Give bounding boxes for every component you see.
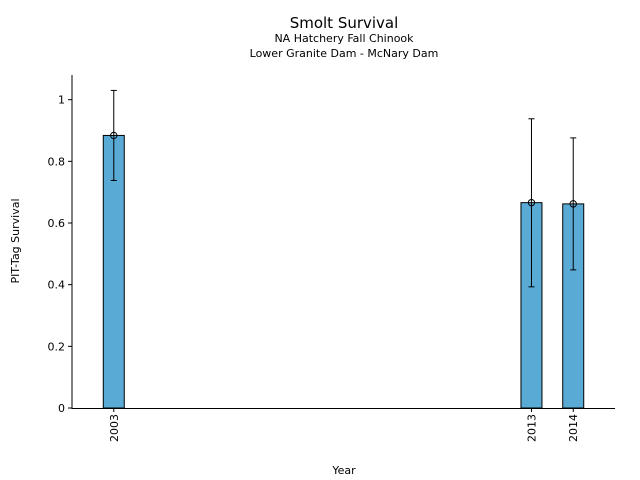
y-axis-label: PIT-Tag Survival [9, 198, 22, 283]
plot-area [102, 89, 585, 409]
x-tick-label: 2013 [525, 414, 538, 442]
point-marker [569, 200, 577, 208]
y-tick-label: 0 [58, 402, 65, 415]
chart-title: Smolt Survival [290, 14, 399, 32]
y-tick-label: 0.8 [48, 155, 66, 168]
chart-subtitle-line-2: Lower Granite Dam - McNary Dam [250, 47, 439, 60]
y-tick-label: 1 [58, 94, 65, 107]
chart-subtitle-line-1: NA Hatchery Fall Chinook [274, 32, 414, 45]
x-tick-label: 2003 [108, 414, 121, 442]
x-tick-label: 2014 [567, 414, 580, 442]
point-marker [527, 198, 536, 207]
x-axis-label: Year [331, 464, 356, 477]
y-tick-label: 0.2 [48, 340, 66, 353]
y-tick-label: 0.6 [48, 217, 66, 230]
point-marker [110, 131, 118, 140]
y-tick-label: 0.4 [48, 279, 66, 292]
